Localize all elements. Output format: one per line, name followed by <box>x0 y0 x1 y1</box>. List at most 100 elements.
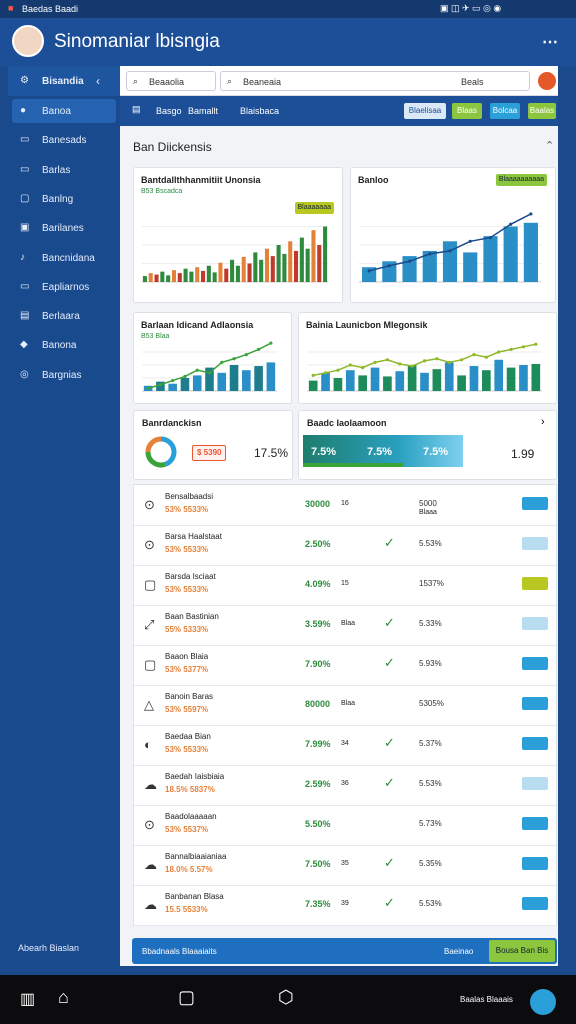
toolbar-button[interactable]: Bolcaa <box>490 103 520 119</box>
bar <box>142 276 147 282</box>
bar <box>276 245 281 282</box>
table-row[interactable]: ☁ Banbanan Blasa 15.5 5533% 7.35% 39 ✓ 5.53% <box>134 885 558 926</box>
bar <box>503 226 518 282</box>
table-row[interactable]: ▢ Baaon Blaia 53% 5377% 7.90% ✓ 5.93% <box>134 645 558 686</box>
toolbar: ▤ Basgo Bamallt Blaisbaca Blaelisaa Blaas Bolc… <box>120 96 558 126</box>
row-icon: △ <box>144 697 154 712</box>
search-right: Beaneaia <box>243 77 282 87</box>
bar <box>217 372 227 391</box>
menu-button[interactable]: ⋯ <box>542 34 558 51</box>
row-button[interactable] <box>522 777 548 790</box>
notification-button[interactable] <box>538 72 556 90</box>
nav-item[interactable]: Barilanes <box>42 223 84 235</box>
bar <box>420 372 429 391</box>
row-sub: 53% 5533% <box>165 585 209 594</box>
bar <box>323 226 328 282</box>
trend-point <box>361 366 365 370</box>
app-header: Sinomaniar lbisngia ⋯ <box>0 18 576 66</box>
search-field[interactable]: ⌕ Beaaolia <box>126 71 216 91</box>
bar <box>395 371 405 391</box>
row-button[interactable] <box>522 817 548 830</box>
search-user: Beals <box>461 77 484 87</box>
nav-icon: ▭ <box>20 163 30 175</box>
row-button[interactable] <box>522 577 548 590</box>
nav-item[interactable]: Banlng <box>42 193 74 205</box>
trend-point <box>398 362 402 366</box>
nav-item[interactable]: Barlas <box>42 164 71 176</box>
sidebar-header: ⚙ Bisandia ‹ <box>8 66 120 96</box>
row-col: Blaa <box>341 700 356 707</box>
collapse-button[interactable]: ⌃ <box>545 140 555 152</box>
row-button[interactable] <box>522 897 548 910</box>
row-name: Bensalbaadsi <box>165 492 214 501</box>
row-sub: 53% 5597% <box>165 705 209 714</box>
row-sub: 18.0% 5.57% <box>165 865 213 874</box>
toolbar-button[interactable]: Blaelisaa <box>404 103 446 119</box>
sidebar-footer[interactable]: Abearh Biaslan <box>18 943 80 953</box>
row-button[interactable] <box>522 697 548 710</box>
nav-item[interactable]: Banoa <box>42 106 71 117</box>
table-row[interactable]: ☁ Bannalbiaaianiaa 18.0% 5.57% 7.50% 35 ✓ 5.35… <box>134 845 558 886</box>
nav-item[interactable]: Banona <box>42 340 77 352</box>
toolbar-button[interactable]: Blaas <box>452 103 482 119</box>
trend-point <box>468 239 472 243</box>
table-row[interactable]: ⊙ Bensalbaadsi 53% 5533% 30000 16 5000 Blaaa <box>134 485 558 526</box>
bar <box>469 366 479 391</box>
avatar[interactable] <box>12 25 44 57</box>
nav-item[interactable]: Berlaara <box>42 311 80 323</box>
trend-point <box>220 360 224 364</box>
search-field[interactable]: ⌕ Beaneaia Beals <box>220 71 530 91</box>
assistant-button[interactable] <box>530 989 556 1015</box>
trend-point <box>336 368 340 372</box>
bar <box>192 375 202 391</box>
nav-item[interactable]: Bancnidana <box>42 252 95 264</box>
nav-icon: ▢ <box>20 192 30 204</box>
data-table: ⊙ Bensalbaadsi 53% 5533% 30000 16 5000 Blaaa ⊙ B… <box>133 484 558 926</box>
nav-text: Baalas Blaaais <box>460 995 513 1004</box>
search-left: Beaaolia <box>149 77 185 87</box>
row-button[interactable] <box>522 657 548 670</box>
progress-band <box>303 435 463 467</box>
donut-segment <box>145 436 162 453</box>
table-row[interactable]: ⊙ Barsa Haalstaat 53% 5533% 2.50% ✓ 5.53% <box>134 525 558 566</box>
row-name: Barsa Haalstaat <box>165 532 222 541</box>
bar <box>264 248 270 282</box>
bar <box>362 267 377 282</box>
bar <box>494 359 504 391</box>
nav-item[interactable]: Banesads <box>42 135 87 147</box>
row-button[interactable] <box>522 497 548 510</box>
table-row[interactable]: ⊙ Baadolaaaaan 53% 5537% 5.50% 5.73% <box>134 805 558 846</box>
bar <box>407 365 417 391</box>
footer-button[interactable]: Bousa Ban Bis <box>489 940 555 962</box>
row-button[interactable] <box>522 737 548 750</box>
table-row[interactable]: △ Banoin Baras 53% 5597% 80000 Blaa 5305% <box>134 685 558 726</box>
nav-item[interactable]: Eapliarnos <box>42 281 90 293</box>
row-sub: 15.5 5533% <box>165 905 208 914</box>
active-item-bg <box>12 99 116 123</box>
row-button[interactable] <box>522 617 548 630</box>
table-row[interactable]: ▢ Barsda Isciaat 53% 5533% 4.09% 15 1537% <box>134 565 558 606</box>
chart-title: Bantdallthhanmitiit Unonsia <box>141 175 261 185</box>
row-sub: 53% 5533% <box>165 545 209 554</box>
expand-icon[interactable]: › <box>541 416 545 428</box>
bar <box>195 267 200 282</box>
summary-title: Baadc Iaolaamoon <box>307 418 387 428</box>
row-value: 7.50% <box>305 859 331 869</box>
row-icon: ⊙ <box>144 537 155 552</box>
trend-point <box>146 386 150 390</box>
table-row[interactable]: ⤢ Baan Bastinian 55% 5333% 3.59% Blaa ✓ 5.33% <box>134 605 558 646</box>
table-row[interactable]: ◐ Baedaa Bian 53% 5533% 7.99% 34 ✓ 5.37% <box>134 725 558 766</box>
table-row[interactable]: ☁ Baedah Iaisbiaia 18.5% 5837% 2.59% 36 ✓ 5.53… <box>134 765 558 806</box>
row-button[interactable] <box>522 537 548 550</box>
chart-plot <box>359 212 541 283</box>
nav-item[interactable]: Bargnias <box>42 369 82 381</box>
row-stat: 1537% <box>419 579 444 588</box>
bar <box>432 369 442 391</box>
row-name: Banbanan Blasa <box>165 892 224 901</box>
row-button[interactable] <box>522 857 548 870</box>
chart-card: Barlaan Idicand Adlaonsia B53 Blaa <box>133 312 292 404</box>
toolbar-icon: ▤ <box>132 104 141 114</box>
toolbar-button[interactable]: Baalas <box>528 103 556 119</box>
summary-card: Banrdanckisn $ 5390 17.5% <box>133 410 293 480</box>
